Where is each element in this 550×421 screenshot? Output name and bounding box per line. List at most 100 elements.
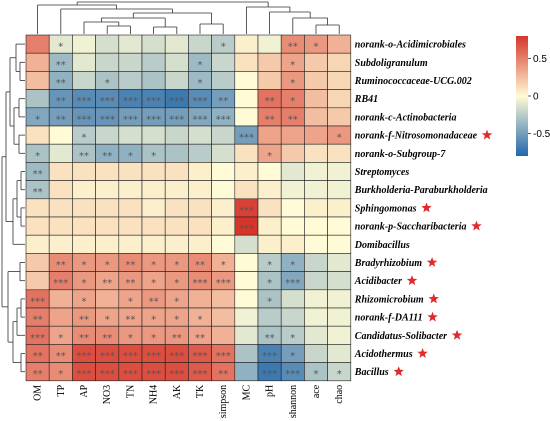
significance-mark: * [58,333,63,344]
heatmap-cell [95,216,120,236]
significance-mark: ** [125,315,135,326]
row-label: Acidothermus [354,349,413,360]
significance-mark: *** [216,114,231,125]
significance-mark: * [290,351,295,362]
heatmap-cell [25,216,50,236]
heatmap-cell [234,180,259,200]
heatmap-cell [280,289,305,309]
heatmap-cell [234,234,259,254]
heatmap-cell [327,344,352,363]
significance-mark: *** [146,96,161,107]
heatmap-cell [304,289,328,309]
column-labels: OM TP AP NO3 TN NH4 AK TK simpson MC pH shannon ace c… [33,384,346,418]
heatmap-cell [164,162,189,181]
significance-mark: *** [100,96,115,107]
column-label: TP [56,384,67,396]
heatmap-cell [327,162,352,181]
heatmap-cell [327,271,352,291]
heatmap-cell [95,289,120,309]
heatmap-cell [141,52,166,72]
significance-mark: ** [79,333,89,344]
significance-mark: * [151,151,156,162]
significance-mark: * [105,78,110,89]
heatmap-cell [304,125,328,145]
heatmap-cell [304,89,328,109]
heatmap-cell [211,289,236,309]
heatmap-cell [280,143,305,163]
heatmap-cell [25,198,50,218]
heatmap-cell [48,143,73,163]
column-label: chao [334,385,345,404]
row-label: Bradyrhizobium [354,258,422,269]
significance-mark: *** [77,96,92,107]
column-label: shannon [288,385,299,418]
significance-mark: ** [149,296,159,307]
row-label: RB41 [354,94,378,105]
heatmap-cell [72,234,96,254]
heatmap-cell [211,52,236,72]
heatmap-cell [164,180,189,200]
significance-mark: * [267,260,272,271]
significance-mark: *** [123,96,138,107]
heatmap-cell [95,162,120,181]
heatmap-cell [164,52,189,72]
heatmap-cell [118,125,143,145]
heatmap-cell [95,180,120,200]
column-label: simpson [218,385,229,418]
row-label: Subdoligranulum [355,58,428,69]
significance-mark: *** [262,351,277,362]
star-icon [406,275,418,286]
heatmap-cell [327,107,352,127]
significance-mark: * [221,42,226,53]
heatmap-cell [211,180,236,200]
heatmap-cell [48,289,73,309]
heatmap-cell [25,71,50,90]
significance-mark: * [198,315,203,326]
heatmap-cell [327,198,352,218]
heatmap-cell [118,162,143,181]
heatmap-cell [234,162,259,181]
significance-mark: ** [33,369,43,380]
row-label: Burkholderia-Paraburkholderia [354,185,488,196]
significance-mark: * [151,333,156,344]
heatmap-cell [72,216,96,236]
significance-mark: * [337,133,342,144]
heatmap-cell [188,234,212,254]
heatmap-cell [188,125,212,145]
heatmap-cell [141,34,166,54]
heatmap-cell [164,125,189,145]
heatmap-cell [234,271,259,291]
column-label: MC [241,384,252,400]
significance-mark: * [290,96,295,107]
significance-mark: *** [100,369,115,380]
heatmap-cell [327,362,352,382]
heatmap-cell [188,198,212,218]
significance-mark: * [174,260,179,271]
heatmap-cell [304,198,328,218]
heatmap-cell [48,216,73,236]
significance-mark: * [290,333,295,344]
heatmap-cell [118,198,143,218]
heatmap-cell [141,71,166,90]
heatmap-cell [95,34,120,54]
significance-mark: *** [193,369,208,380]
row-label: Streptomyces [355,167,410,178]
row-dendrogram [1,43,25,373]
row-label: Rhizomicrobium [354,294,424,305]
heatmap-cell [211,216,236,236]
heatmap-cell [234,325,259,345]
heatmap-cell [25,89,50,109]
significance-mark: * [267,278,272,289]
colorbar: 0.5 0 -0.5 [516,36,550,156]
significance-mark: *** [123,351,138,362]
significance-mark: *** [193,351,208,362]
heatmap-cell [234,253,259,272]
heatmap-cell [234,52,259,72]
star-icon [426,257,438,267]
heatmap-cell [304,107,328,127]
heatmap-cell [95,234,120,254]
heatmap-cell [164,143,189,163]
star-icon [393,366,404,377]
significance-mark: ** [218,96,228,107]
heatmap-cell [257,52,282,72]
